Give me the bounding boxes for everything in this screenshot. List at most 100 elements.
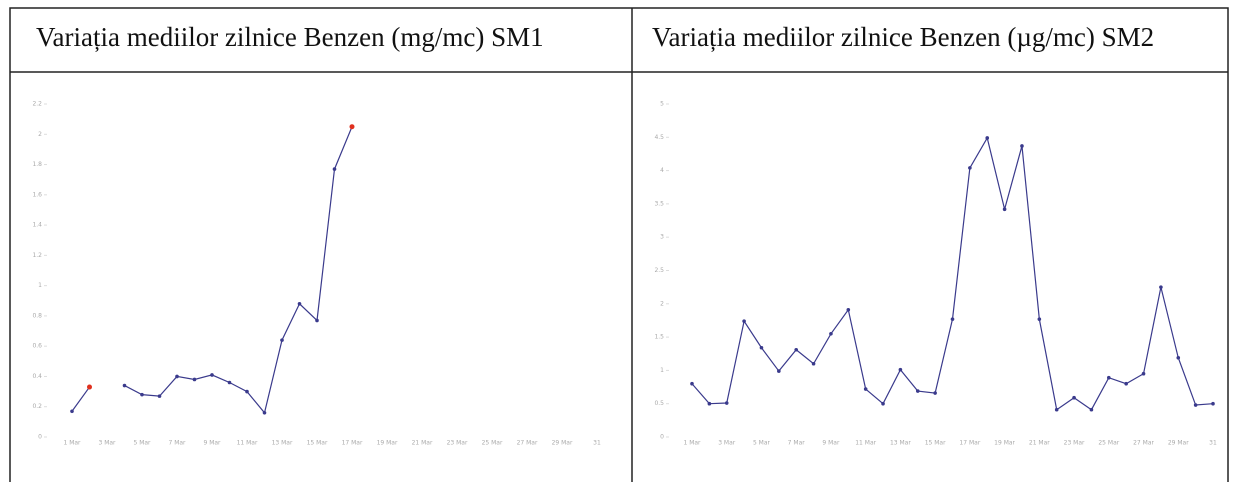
data-point: [724, 401, 729, 405]
y-tick-label: 2.2: [32, 101, 42, 108]
x-tick-label: 27 Mar: [517, 440, 538, 447]
data-point: [985, 136, 990, 140]
y-tick-label: 2: [38, 131, 42, 138]
data-point: [1193, 403, 1198, 407]
data-point: [315, 318, 319, 323]
y-tick-label: 0: [660, 434, 664, 441]
data-point: [87, 384, 92, 390]
data-point: [349, 124, 355, 130]
x-tick-label: 7 Mar: [788, 440, 806, 447]
y-tick-label: 1.8: [32, 161, 42, 168]
x-tick-label: 13 Mar: [272, 440, 293, 447]
data-point: [227, 380, 232, 385]
x-tick-label: 5 Mar: [753, 440, 771, 447]
x-tick-label: 29 Mar: [552, 440, 573, 447]
data-point: [245, 389, 249, 394]
data-point: [1107, 375, 1111, 380]
y-tick-label: 4.5: [654, 134, 664, 141]
data-point: [262, 410, 267, 415]
x-tick-label: 11 Mar: [855, 440, 876, 447]
x-tick-label: 1 Mar: [683, 440, 701, 447]
data-point: [175, 374, 179, 379]
data-point: [332, 167, 337, 171]
y-tick-label: 5: [660, 101, 664, 108]
data-point: [846, 307, 851, 312]
data-point: [210, 373, 214, 377]
data-point: [1002, 207, 1007, 212]
data-point: [1020, 144, 1024, 148]
data-point: [1124, 381, 1128, 386]
y-tick-label: 1.2: [32, 252, 42, 259]
data-point: [794, 347, 798, 352]
y-tick-label: 0.8: [32, 312, 42, 319]
y-tick-label: 1.6: [32, 191, 42, 198]
data-point: [122, 383, 127, 388]
data-point: [157, 394, 162, 398]
data-point: [968, 166, 972, 170]
data-point: [915, 389, 920, 393]
x-tick-label: 31: [593, 440, 601, 447]
data-point: [933, 391, 937, 395]
data-point: [1089, 407, 1094, 412]
x-tick-label: 9 Mar: [822, 440, 840, 447]
x-tick-label: 17 Mar: [342, 440, 363, 447]
data-point: [1176, 355, 1181, 360]
y-tick-label: 3: [660, 234, 664, 241]
x-tick-label: 25 Mar: [1098, 440, 1119, 447]
data-point: [690, 381, 694, 386]
data-point: [950, 317, 955, 321]
data-point: [1211, 401, 1215, 406]
x-tick-label: 19 Mar: [994, 440, 1015, 447]
data-point: [759, 345, 764, 350]
x-tick-label: 21 Mar: [412, 440, 433, 447]
x-tick-label: 23 Mar: [447, 440, 468, 447]
data-point: [777, 369, 781, 373]
x-tick-label: 25 Mar: [482, 440, 503, 447]
x-tick-label: 23 Mar: [1064, 440, 1085, 447]
x-tick-label: 13 Mar: [890, 440, 911, 447]
x-tick-label: 7 Mar: [168, 440, 186, 447]
x-tick-label: 21 Mar: [1029, 440, 1050, 447]
data-point: [811, 361, 816, 366]
data-point: [1072, 395, 1076, 400]
y-tick-label: 1: [660, 367, 664, 374]
x-tick-label: 5 Mar: [133, 440, 151, 447]
series-line: [71, 386, 90, 412]
y-tick-label: 0.2: [32, 403, 42, 410]
data-point: [1159, 285, 1163, 289]
x-tick-label: 19 Mar: [377, 440, 398, 447]
x-tick-label: 3 Mar: [98, 440, 116, 447]
x-tick-label: 11 Mar: [237, 440, 258, 447]
data-point: [742, 319, 746, 323]
y-tick-label: 3.5: [654, 200, 664, 207]
y-tick-label: 2.5: [654, 267, 664, 274]
x-tick-label: 9 Mar: [203, 440, 221, 447]
data-point: [1141, 371, 1146, 376]
y-tick-label: 0.5: [654, 400, 664, 407]
data-point: [898, 367, 903, 372]
x-tick-label: 1 Mar: [63, 440, 81, 447]
data-point: [863, 387, 868, 391]
y-tick-label: 0: [38, 434, 42, 441]
y-tick-label: 1.5: [654, 334, 664, 341]
data-point: [1054, 407, 1059, 412]
y-tick-label: 2: [660, 300, 664, 307]
x-tick-label: 27 Mar: [1133, 440, 1154, 447]
data-point: [829, 331, 833, 336]
data-point: [707, 401, 712, 406]
chart-title: Variația mediilor zilnice Benzen (mg/mc)…: [36, 22, 544, 52]
x-tick-label: 3 Mar: [718, 440, 736, 447]
data-point: [297, 302, 302, 306]
x-tick-label: 29 Mar: [1168, 440, 1189, 447]
series-line: [124, 126, 353, 415]
data-point: [881, 401, 885, 406]
chart-title: Variația mediilor zilnice Benzen (µg/mc)…: [652, 22, 1154, 52]
data-point: [280, 338, 284, 342]
x-tick-label: 15 Mar: [925, 440, 946, 447]
y-tick-label: 0.6: [32, 343, 42, 350]
data-point: [140, 392, 144, 397]
data-point: [70, 409, 74, 414]
table-border: [9, 7, 1229, 487]
